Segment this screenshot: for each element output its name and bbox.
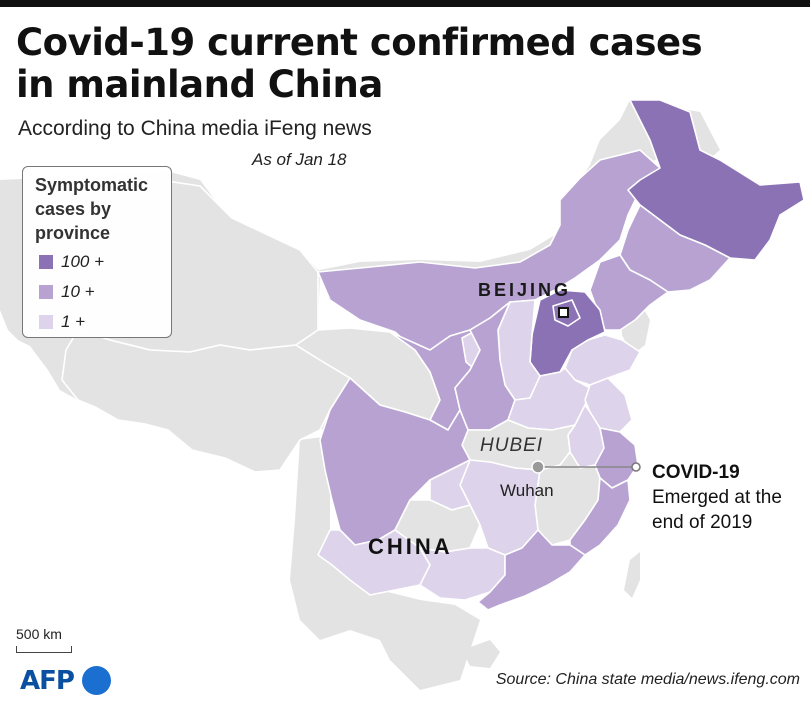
covid-annotation: COVID-19 Emerged at the end of 2019 (652, 460, 802, 535)
source-note: Source: China state media/news.ifeng.com (495, 671, 800, 688)
top-rule (0, 0, 810, 7)
afp-logo-text: AFP (20, 666, 75, 696)
province-tibet (61, 329, 351, 473)
wuhan-marker (531, 460, 545, 474)
scale-bar (16, 646, 72, 653)
legend-swatch-1 (39, 315, 53, 329)
label-hubei: HUBEI (480, 435, 544, 456)
beijing-marker (558, 307, 569, 318)
label-beijing: BEIJING (478, 280, 572, 300)
legend-swatch-10 (39, 285, 53, 299)
province-fujian (569, 477, 631, 556)
afp-logo-dot (82, 666, 111, 695)
neighbor-land-south (290, 436, 480, 690)
legend-label-100: 100 + (61, 252, 105, 271)
province-heilongjiang (627, 99, 805, 261)
legend: Symptomatic cases by province 100 + 10 +… (22, 166, 172, 338)
subtitle: According to China media iFeng news (18, 117, 372, 140)
hainan-shape (462, 640, 500, 668)
covid-annotation-body: Emerged at the end of 2019 (652, 487, 782, 533)
label-wuhan: Wuhan (500, 481, 554, 500)
label-china: CHINA (368, 534, 453, 559)
neighbor-land-north (310, 100, 720, 285)
legend-label-1: 1 + (61, 312, 86, 331)
province-guangdong (477, 529, 586, 611)
covid-annotation-head: COVID-19 (652, 462, 740, 483)
date-note: As of Jan 18 (252, 150, 347, 169)
covid-leader-end (631, 462, 641, 472)
scale-label: 500 km (16, 626, 62, 642)
taiwan-shape (624, 552, 640, 598)
chart-title: Covid-19 current confirmed cases in main… (16, 21, 703, 106)
legend-label-10: 10 + (61, 282, 95, 301)
legend-title: Symptomatic cases by province (35, 175, 149, 243)
afp-logo: AFP (20, 664, 120, 696)
legend-swatch-100 (39, 255, 53, 269)
